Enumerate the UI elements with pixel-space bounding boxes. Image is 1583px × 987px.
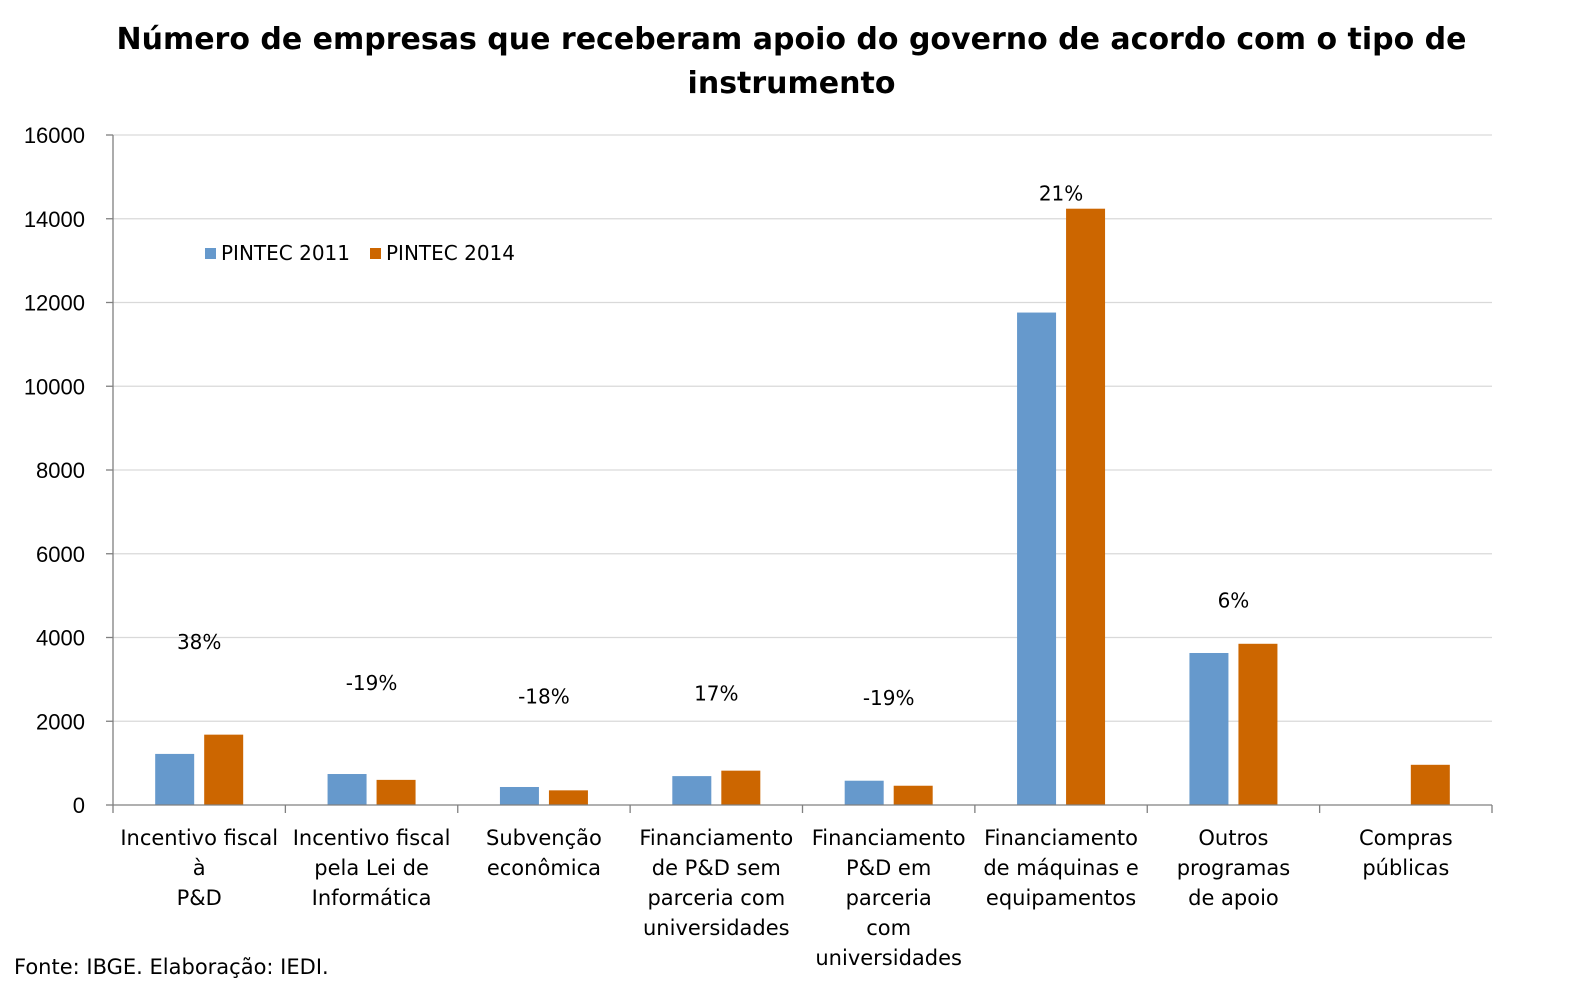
y-tick-label: 14000 (24, 207, 85, 232)
x-category-label: Financiamento P&D em parceria com universid… (803, 823, 975, 973)
data-annotations: 38% -19% -18% 17% -19% 21% 6% (177, 182, 1249, 710)
x-category-label-line: de apoio (1188, 886, 1279, 910)
x-category-label: Compras públicas (1320, 823, 1492, 883)
y-axis-tick-labels: 0 2000 4000 6000 8000 10000 12000 14000 16000 (24, 123, 113, 818)
bar-pintec-2014 (1238, 643, 1278, 805)
x-category-label-line: programas (1176, 856, 1291, 880)
x-category-label-line: P&D (176, 886, 222, 910)
y-tick-label: 4000 (36, 626, 85, 651)
bar-pintec-2011 (499, 786, 539, 805)
x-category-label: Financiamento de máquinas e equipamentos (975, 823, 1147, 913)
bar-pintec-2011 (844, 780, 884, 805)
x-category-label-line: pela Lei de (314, 856, 429, 880)
gridlines (113, 134, 1492, 722)
axes (112, 135, 1493, 813)
y-tick-label: 12000 (24, 291, 85, 316)
x-category-label: Incentivo fiscal pela Lei de Informática (286, 823, 458, 913)
y-tick-label: 2000 (36, 709, 85, 734)
x-category-label: Subvenção econômica (458, 823, 630, 883)
x-category-label-line: de máquinas e (983, 856, 1139, 880)
bar-pintec-2014 (548, 790, 588, 805)
x-category-label-line: Financiamento (811, 826, 966, 850)
bar-pintec-2014 (1410, 764, 1450, 805)
x-category-label-line: equipamentos (985, 886, 1137, 910)
x-category-label-line: parceria com (647, 886, 786, 910)
change-annotation: -19% (346, 671, 398, 695)
bar-pintec-2014 (893, 785, 933, 805)
chart-title-line-2: instrumento (687, 66, 896, 101)
change-annotation: 6% (1218, 588, 1250, 612)
source-note: Fonte: IBGE. Elaboração: IEDI. (14, 955, 329, 979)
x-category-label-line: P&D em parceria (845, 856, 932, 910)
x-category-label-line: Informática (311, 886, 432, 910)
x-category-label-line: com (866, 916, 912, 940)
legend-swatch-series-2 (370, 247, 381, 259)
y-tick-label: 16000 (24, 123, 85, 148)
legend: PINTEC 2011 PINTEC 2014 (205, 241, 535, 265)
x-category-label-line: Subvenção (485, 826, 602, 850)
legend-item-series-1: PINTEC 2011 (205, 241, 350, 265)
x-category-label-line: Incentivo fiscal (292, 826, 451, 850)
bar-pintec-2014 (1066, 208, 1106, 805)
x-category-label-line: de P&D sem (651, 856, 781, 880)
bar-pintec-2014 (204, 734, 244, 805)
y-tick-label: 6000 (36, 542, 85, 567)
x-category-label-line: universidades (643, 916, 790, 940)
change-annotation: 38% (177, 630, 221, 654)
change-annotation: -18% (518, 685, 570, 709)
x-category-label-line: econômica (486, 856, 602, 880)
x-category-label: Outros programas de apoio (1147, 823, 1319, 913)
change-annotation: -19% (863, 686, 915, 710)
y-tick-label: 0 (73, 793, 85, 818)
x-category-label-line: Financiamento (639, 826, 794, 850)
chart-title: Número de empresas que receberam apoio d… (0, 18, 1583, 106)
y-tick-label: 8000 (36, 458, 85, 483)
bar-pintec-2011 (672, 776, 712, 805)
bar-pintec-2011 (155, 753, 195, 805)
x-category-label-line: Compras (1358, 826, 1453, 850)
chart-title-line-1: Número de empresas que receberam apoio d… (116, 22, 1467, 57)
legend-label-series-2: PINTEC 2014 (386, 241, 515, 265)
bar-pintec-2011 (327, 774, 367, 805)
change-annotation: 21% (1039, 182, 1083, 206)
x-category-label-line: públicas (1362, 856, 1450, 880)
x-category-label-line: universidades (815, 946, 962, 970)
legend-label-series-1: PINTEC 2011 (221, 241, 350, 265)
bar-pintec-2011 (1017, 312, 1057, 805)
legend-swatch-series-1 (205, 247, 216, 259)
y-tick-label: 10000 (24, 374, 85, 399)
x-category-label-line: Incentivo fiscal à (120, 826, 279, 880)
x-category-label: Incentivo fiscal à P&D (113, 823, 285, 913)
x-category-label-line: Outros (1198, 826, 1269, 850)
bar-pintec-2014 (721, 770, 761, 805)
bars (155, 208, 1450, 805)
bar-pintec-2011 (1189, 652, 1229, 805)
bar-pintec-2014 (376, 779, 416, 805)
x-category-label: Financiamento de P&D sem parceria com unive… (630, 823, 802, 943)
x-category-label-line: Financiamento (984, 826, 1138, 850)
legend-item-series-2: PINTEC 2014 (370, 241, 515, 265)
change-annotation: 17% (694, 682, 738, 706)
